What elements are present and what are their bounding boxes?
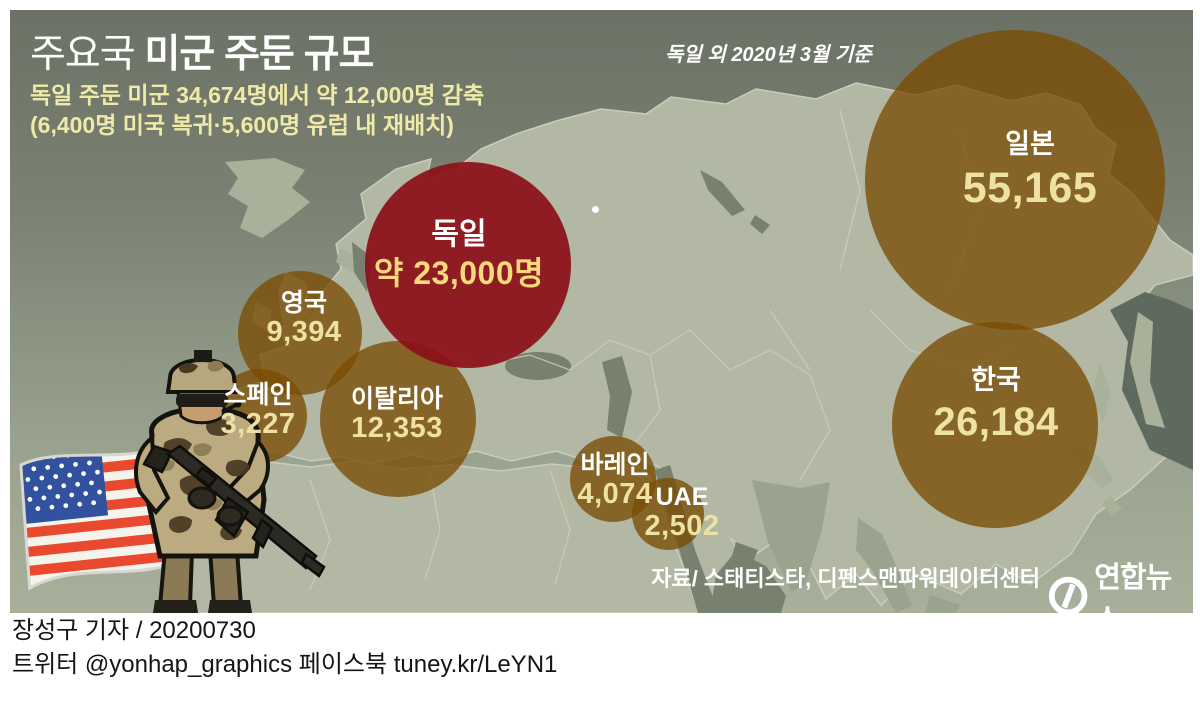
country-value-uk: 9,394 (266, 316, 342, 348)
country-value-japan: 55,165 (962, 164, 1098, 213)
yonhap-logo: 연합뉴스 (1046, 554, 1193, 613)
label-spain: 스페인 3,227 (220, 382, 295, 440)
country-value-uae: 2,502 (644, 510, 720, 542)
country-name-bahrain: 바레인 (580, 451, 650, 479)
label-germany: 독일 약 23,000명 (373, 218, 545, 292)
basis-note: 독일 외 2020년 3월 기준 (665, 44, 872, 66)
label-bahrain: 바레인 4,074 (577, 452, 652, 510)
country-value-bahrain: 4,074 (577, 478, 653, 510)
credits: 장성구 기자 / 20200730 트위터 @yonhap_graphics 페… (12, 614, 557, 682)
yonhap-logo-icon (1048, 576, 1088, 613)
subtitle-line1: 독일 주둔 미군 34,674명에서 약 12,000명 감축 (30, 82, 485, 108)
label-korea: 한국 26,184 (933, 365, 1059, 445)
source-text: 자료/ 스태티스타, 디펜스맨파워데이터센터 (651, 566, 1040, 591)
map-marker-dot (592, 206, 599, 213)
label-italy: 이탈리아 12,353 (351, 386, 443, 444)
country-value-italy: 12,353 (351, 412, 443, 444)
title-bold: 미군 주둔 규모 (144, 33, 374, 76)
social-credit: 트위터 @yonhap_graphics 페이스북 tuney.kr/LeYN1 (12, 651, 558, 678)
country-name-uae: UAE (655, 483, 709, 511)
label-japan: 일본 55,165 (962, 129, 1098, 213)
label-uk: 영국 9,394 (266, 290, 341, 348)
country-name-uk: 영국 (280, 289, 328, 317)
country-name-korea: 한국 (971, 365, 1021, 395)
label-uae: UAE 2,502 (644, 484, 719, 542)
bubble-korea (892, 322, 1098, 528)
yonhap-logo-text: 연합뉴스 (1094, 562, 1172, 613)
bubble-germany (365, 162, 571, 368)
reporter-credit: 장성구 기자 / 20200730 (12, 617, 256, 644)
soldier-flag-art (17, 350, 326, 613)
country-name-germany: 독일 (431, 218, 487, 251)
country-name-italy: 이탈리아 (350, 385, 444, 413)
subtitle-line2: (6,400명 미국 복귀·5,600명 유럽 내 재배치) (30, 112, 454, 139)
map-panel: 일본 55,165 한국 26,184 독일 약 23,000명 영국 9,39… (10, 10, 1193, 613)
bubble-uae (632, 478, 704, 550)
bubble-japan (865, 30, 1165, 330)
country-value-germany: 약 23,000명 (373, 255, 545, 292)
country-value-spain: 3,227 (220, 408, 296, 440)
soldier-icon (134, 350, 326, 613)
country-value-korea: 26,184 (933, 400, 1059, 445)
country-name-japan: 일본 (1005, 129, 1055, 159)
subtitle: 독일 주둔 미군 34,674명에서 약 12,000명 감축 (6,400명 … (30, 80, 484, 141)
title-light: 주요국 (30, 33, 145, 76)
country-name-spain: 스페인 (223, 381, 293, 409)
bubble-italy (320, 341, 476, 497)
page-title: 주요국 미군 주둔 규모 (30, 23, 374, 79)
